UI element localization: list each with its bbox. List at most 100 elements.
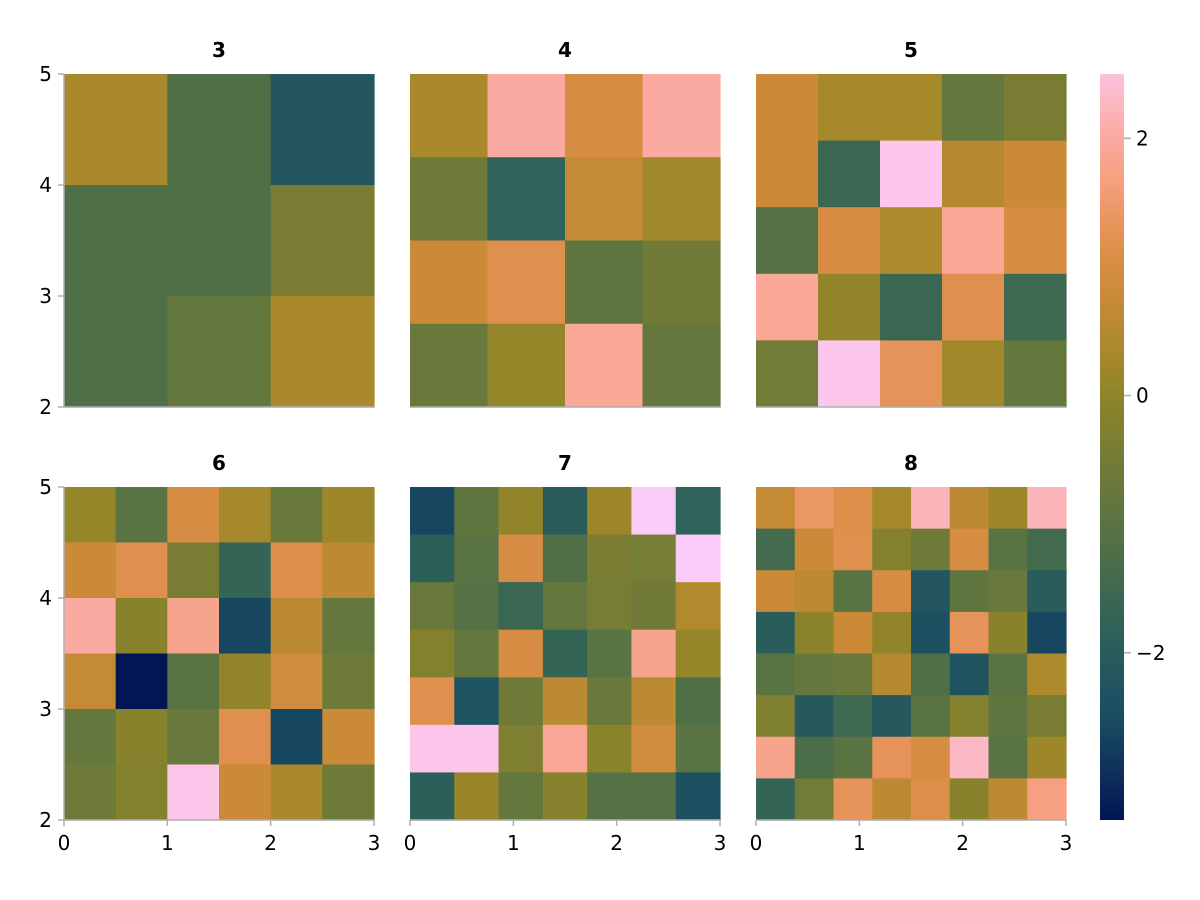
heatmap-cell: [911, 653, 951, 696]
heatmap-cell: [322, 542, 375, 599]
heatmap-cell: [833, 695, 873, 738]
heatmap-cell: [487, 157, 566, 242]
heatmap-cell: [911, 736, 951, 779]
heatmap-cell: [872, 653, 912, 696]
heatmap-cell: [1004, 207, 1067, 275]
heatmap-cell: [270, 487, 323, 544]
heatmap-cell: [942, 340, 1005, 408]
heatmap-cell: [219, 709, 272, 766]
heatmap-cell: [911, 695, 951, 738]
panel-title: 6: [212, 451, 226, 475]
panel-title: 7: [558, 451, 572, 475]
heatmap-cell: [270, 185, 375, 297]
heatmap-cell: [631, 772, 677, 821]
heatmap-cell: [756, 74, 819, 142]
panel-title: 5: [904, 38, 918, 62]
heatmap-cell: [565, 74, 644, 158]
x-tick-label: 2: [264, 831, 277, 855]
heatmap-cell: [1004, 74, 1067, 142]
heatmap-cell: [942, 140, 1005, 208]
heatmap-cell: [833, 528, 873, 571]
x-tick-label: 1: [507, 831, 520, 855]
heatmap-cell: [949, 695, 990, 738]
heatmap-cell: [756, 140, 819, 208]
heatmap-cell: [587, 772, 633, 821]
colorbar: 2 0 −2: [1100, 74, 1165, 820]
heatmap-cell: [911, 528, 951, 571]
colorbar-tick-label: 0: [1136, 384, 1149, 408]
heatmap-cell: [631, 677, 677, 726]
heatmap-cell: [631, 629, 677, 678]
heatmap-cell: [542, 772, 588, 821]
heatmap-cell: [410, 534, 455, 583]
heatmap-cell: [756, 487, 796, 530]
heatmap-cell: [64, 709, 117, 766]
heatmap-cell: [880, 340, 943, 408]
heatmap-cell: [1027, 736, 1067, 779]
heatmap-cell: [64, 74, 168, 186]
y-tick-label: 4: [39, 173, 52, 197]
heatmap-cell: [542, 724, 588, 774]
heatmap-cell: [587, 487, 633, 536]
heatmap-cell: [498, 629, 544, 678]
heatmap-cell: [219, 764, 272, 821]
heatmap-cell: [167, 598, 220, 655]
heatmap-cell: [818, 273, 881, 341]
heatmap-cell: [833, 570, 873, 613]
heatmap-cell: [794, 487, 835, 530]
heatmap-cell: [818, 207, 881, 275]
heatmap-cell: [631, 724, 677, 774]
heatmap-cell: [756, 528, 796, 571]
heatmap-cell: [942, 74, 1005, 142]
heatmap-cell: [1004, 140, 1067, 208]
x-tick-label: 3: [368, 831, 381, 855]
heatmap-cell: [167, 296, 272, 408]
heatmap-cell: [270, 653, 323, 710]
heatmap-cell: [872, 778, 912, 821]
heatmap-cell: [833, 736, 873, 779]
heatmap-cell: [1027, 528, 1067, 571]
heatmap-panels: 3 2 3 4 5 4 5 6 2 3 4 5 0 1 2 3 7 0 1 2 3 8 0 1 2 3: [39, 38, 1072, 855]
x-tick-label: 0: [404, 831, 417, 855]
heatmap-cell: [587, 677, 633, 726]
heatmap-cell: [167, 764, 220, 821]
heatmap-cell: [410, 677, 455, 726]
heatmap-cell: [167, 487, 220, 544]
heatmap-cell: [587, 724, 633, 774]
heatmap-cell: [1027, 653, 1067, 696]
heatmap-panel-6: 6 2 3 4 5 0 1 2 3: [39, 451, 380, 855]
heatmap-cell: [794, 528, 835, 571]
heatmap-cell: [794, 695, 835, 738]
heatmap-cell: [675, 724, 721, 774]
heatmap-cell: [454, 534, 500, 583]
heatmap-cell: [542, 487, 588, 536]
heatmap-cell: [322, 709, 375, 766]
panel-title: 8: [904, 451, 918, 475]
heatmap-cell: [542, 534, 588, 583]
heatmap-cell: [880, 273, 943, 341]
heatmap-cell: [115, 709, 168, 766]
heatmap-cell: [949, 778, 990, 821]
heatmap-cell: [756, 207, 819, 275]
heatmap-cell: [270, 74, 375, 186]
heatmap-cell: [675, 582, 721, 631]
heatmap-cell: [454, 582, 500, 631]
heatmap-cell: [322, 487, 375, 544]
heatmap-panel-4: 4: [410, 38, 721, 408]
heatmap-cell: [270, 296, 375, 408]
heatmap-cell: [487, 240, 566, 325]
heatmap-cell: [642, 74, 721, 158]
heatmap-cell: [631, 534, 677, 583]
y-tick-label: 3: [39, 284, 52, 308]
heatmap-cell: [794, 736, 835, 779]
y-tick-label: 2: [39, 808, 52, 832]
heatmap-cell: [410, 74, 489, 158]
heatmap-cell: [756, 653, 796, 696]
x-tick-label: 2: [610, 831, 623, 855]
x-tick-label: 1: [161, 831, 174, 855]
heatmap-cell: [833, 653, 873, 696]
colorbar-gradient: [1100, 74, 1124, 820]
heatmap-cell: [675, 534, 721, 583]
heatmap-cell: [410, 629, 455, 678]
heatmap-cell: [542, 582, 588, 631]
